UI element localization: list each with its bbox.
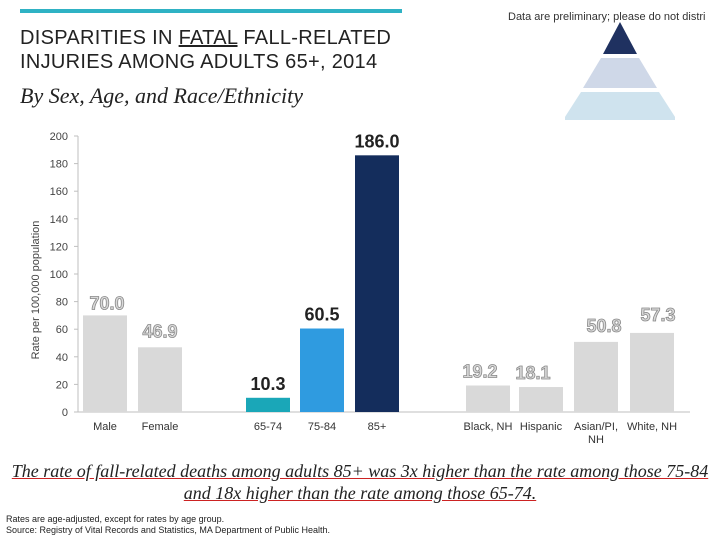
bar — [83, 315, 127, 412]
source-note-line-2: Source: Registry of Vital Records and St… — [6, 525, 330, 535]
y-tick-label: 40 — [56, 352, 68, 364]
bar-value-label: 70.0 — [89, 293, 124, 313]
y-tick-label: 100 — [50, 269, 68, 281]
x-tick-label: 75-84 — [308, 421, 336, 433]
x-tick-label: White, NH — [627, 421, 677, 433]
x-tick-label: Female — [142, 421, 179, 433]
bar — [138, 347, 182, 412]
bar-value-label: 19.2 — [462, 362, 497, 382]
source-notes: Rates are age-adjusted, except for rates… — [6, 514, 330, 536]
title-underlined-word: FATAL — [178, 27, 238, 49]
bar — [519, 387, 563, 412]
bar — [300, 328, 344, 412]
bar-chart: 0 20 40 60 80 100 120 140 160 180 200 70.0 46.9 10.3 6… — [50, 131, 690, 446]
preliminary-note: Data are preliminary; please do not dist… — [508, 11, 706, 23]
chart-subtitle: By Sex, Age, and Race/Ethnicity — [20, 83, 304, 108]
bar-value-label: 10.3 — [250, 374, 285, 394]
pyramid-bottom-layer — [565, 92, 675, 120]
x-tick-label: 65-74 — [254, 421, 282, 433]
title-part-2: FALL-RELATED INJURIES AMONG ADULTS 65+, … — [20, 27, 392, 73]
bar-value-label: 57.3 — [640, 305, 675, 325]
y-tick-label: 120 — [50, 241, 68, 253]
title-part-1: DISPARITIES IN — [20, 27, 179, 49]
y-tick-label: 20 — [56, 379, 68, 391]
y-tick-label: 140 — [50, 214, 68, 226]
footer-statement-text: The rate of fall-related deaths among ad… — [11, 461, 709, 503]
source-note-line-1: Rates are age-adjusted, except for rates… — [6, 514, 225, 524]
y-tick-label: 200 — [50, 131, 68, 143]
bar-value-label: 50.8 — [586, 316, 621, 336]
bar-value-label: 60.5 — [304, 305, 339, 325]
x-tick-label: Black, NH — [464, 421, 513, 433]
y-tick-label: 80 — [56, 297, 68, 309]
bar — [466, 385, 510, 412]
header-accent-rule — [20, 9, 402, 13]
y-tick-label: 160 — [50, 186, 68, 198]
pyramid-middle-layer — [583, 58, 657, 88]
bar — [574, 341, 618, 412]
bar — [355, 155, 399, 412]
bar — [246, 397, 290, 412]
y-tick-label: 180 — [50, 159, 68, 171]
x-tick-label: Male — [93, 421, 117, 433]
y-tick-label: 0 — [62, 407, 68, 419]
x-tick-label: Asian/PI, — [574, 421, 618, 433]
footer-statement: The rate of fall-related deaths among ad… — [0, 460, 720, 504]
bar-value-label: 18.1 — [515, 363, 550, 383]
x-tick-label: NH — [588, 434, 604, 446]
pyramid-top-layer — [603, 22, 637, 54]
bar — [630, 332, 674, 412]
bar-value-label: 46.9 — [142, 321, 177, 341]
pyramid-icon — [565, 22, 675, 120]
y-tick-label: 60 — [56, 324, 68, 336]
bar-value-label: 186.0 — [354, 131, 399, 151]
x-tick-label: 85+ — [368, 421, 387, 433]
x-tick-label: Hispanic — [520, 421, 563, 433]
chart-title: DISPARITIES IN FATAL FALL-RELATED INJURI… — [20, 26, 490, 74]
